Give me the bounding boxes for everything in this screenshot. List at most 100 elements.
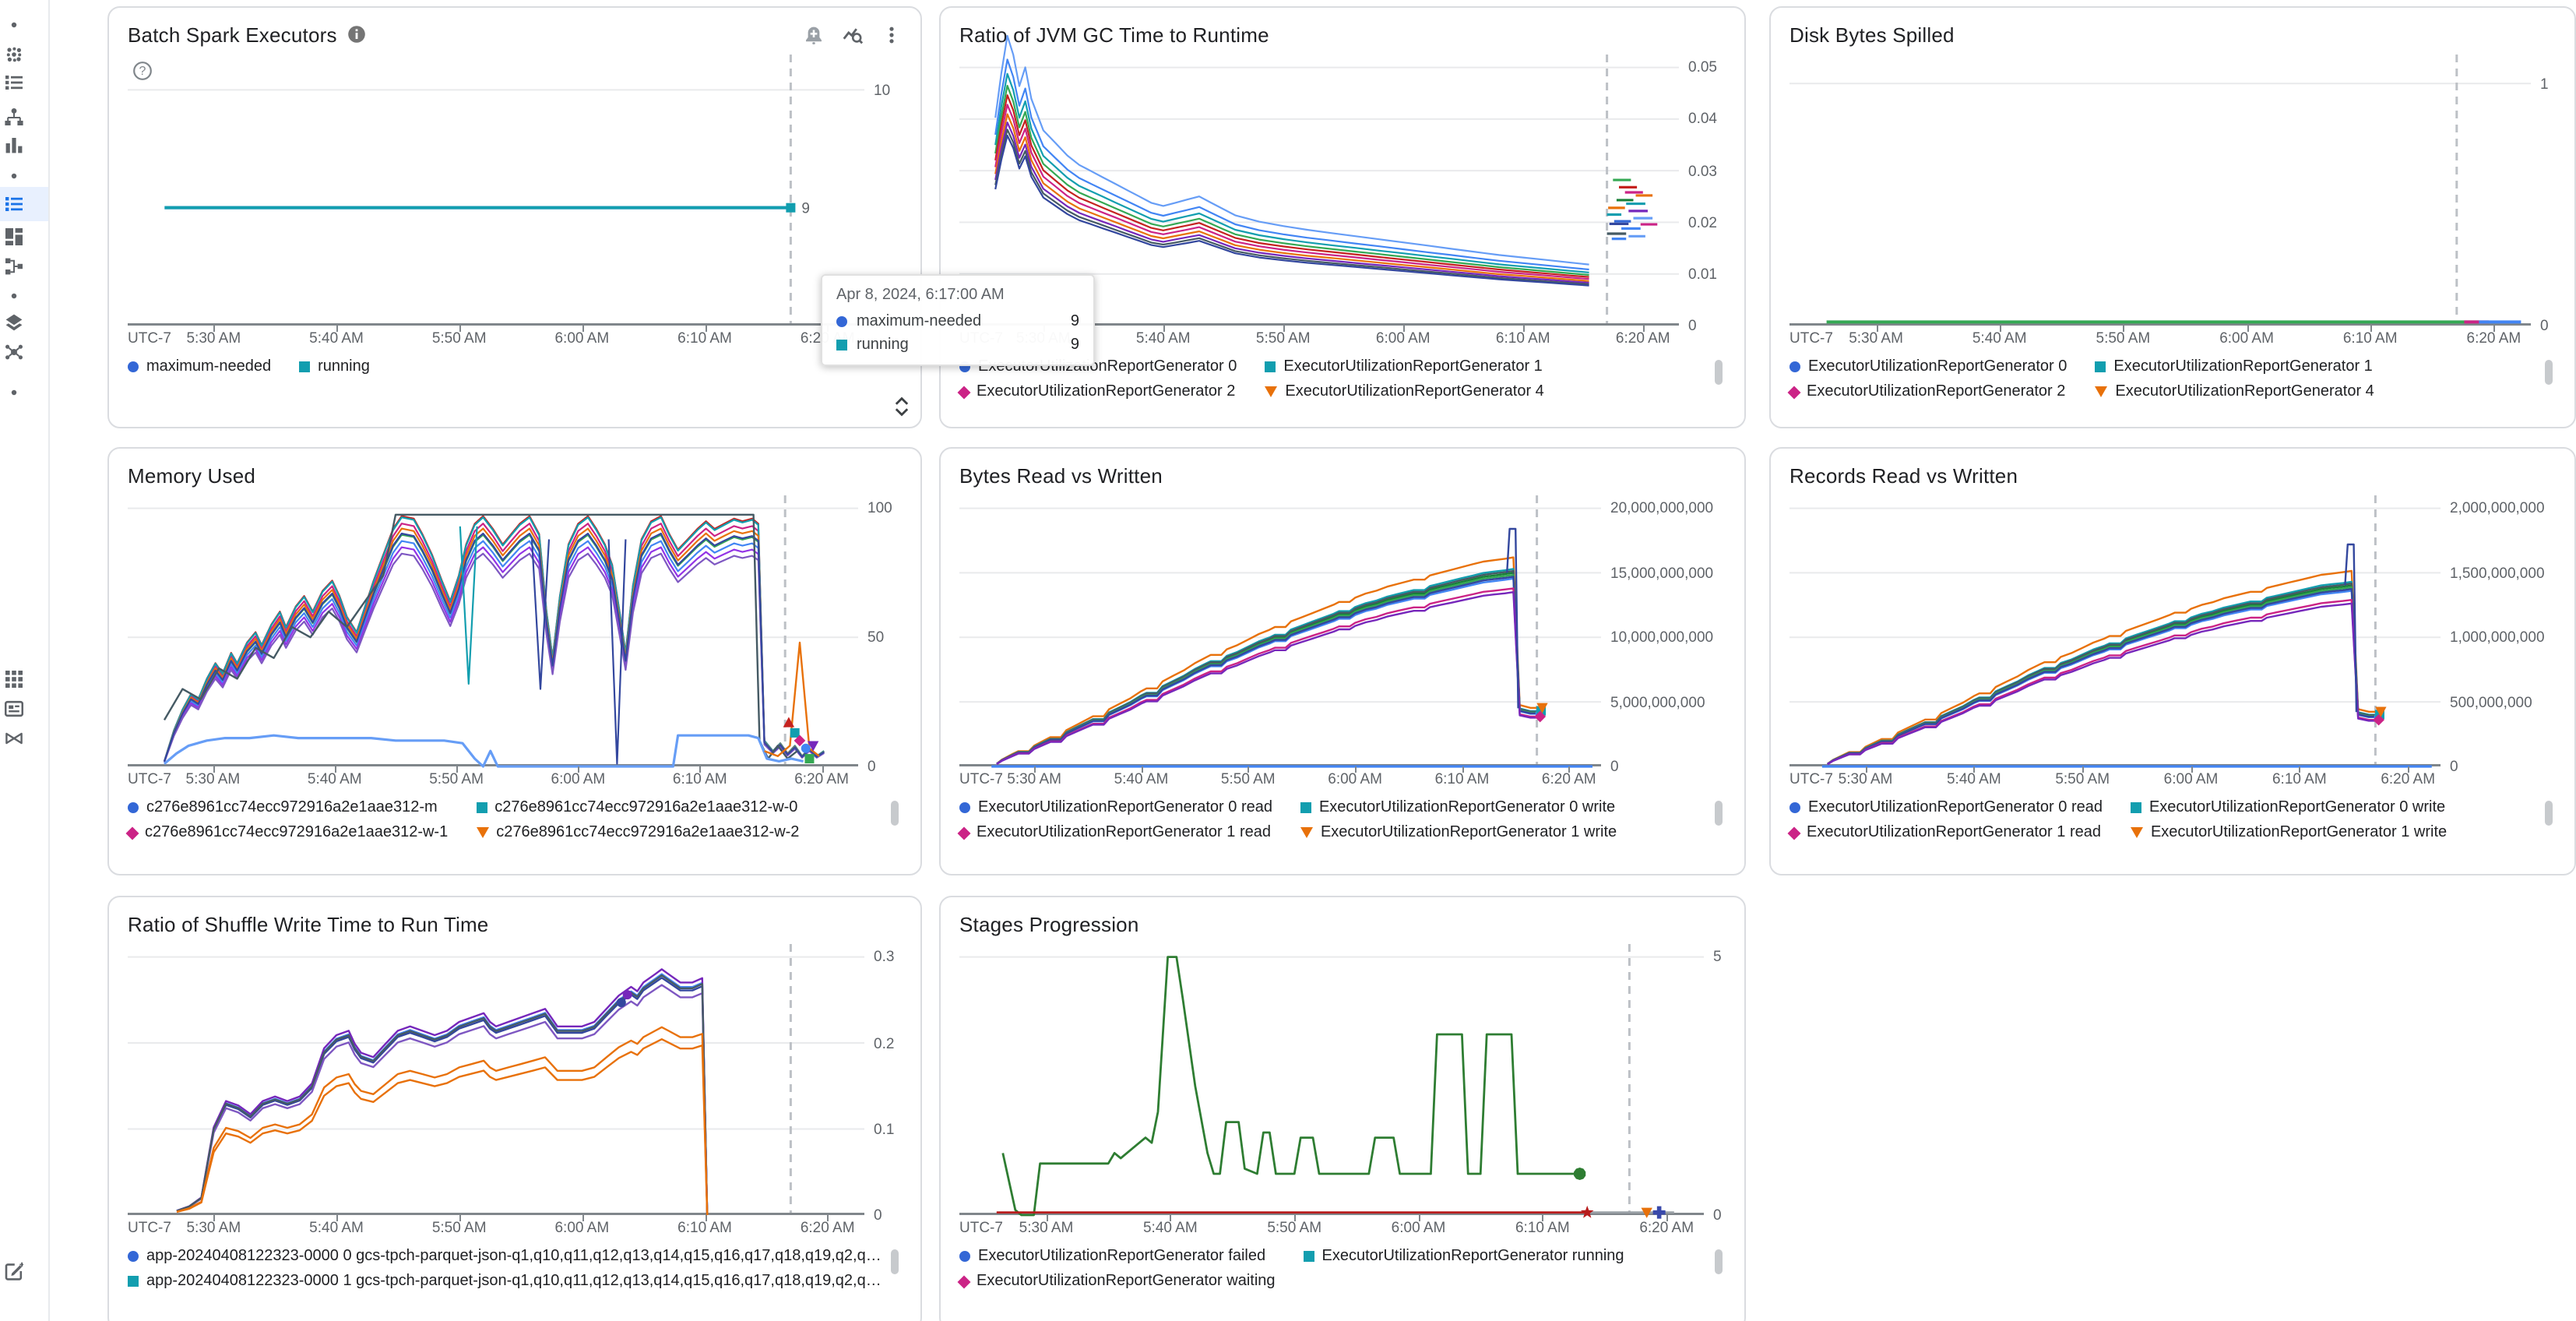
- x-tick-label: 6:10 AM: [1434, 771, 1490, 788]
- y-tick-label: 0.2: [874, 1035, 895, 1053]
- y-tick-label: 5: [1713, 949, 1722, 967]
- legend-item[interactable]: ExecutorUtilizationReportGenerator 1: [1265, 358, 1543, 375]
- x-tick: [1141, 766, 1143, 773]
- legend-square-marker: [476, 802, 487, 813]
- sidebar-item-dot[interactable]: [0, 279, 48, 313]
- expand-collapse-icon[interactable]: [892, 396, 911, 417]
- legend-item[interactable]: c276e8961cc74ecc972916a2e1aae312-w-2: [476, 824, 799, 841]
- panel-records-read-written: Records Read vs Written 2,000,000,000 1,5…: [1769, 447, 2576, 875]
- legend-scrollbar[interactable]: [2545, 360, 2553, 385]
- legend-item[interactable]: ExecutorUtilizationReportGenerator 0 wri…: [2130, 799, 2447, 816]
- tooltip-row: running 9: [836, 336, 1079, 354]
- legend-scrollbar[interactable]: [2545, 801, 2553, 826]
- x-tick: [2247, 326, 2249, 332]
- x-tick: [1865, 766, 1867, 773]
- legend-item[interactable]: ExecutorUtilizationReportGenerator waiti…: [957, 1273, 1276, 1290]
- x-tick-label: 6:20 AM: [2381, 771, 2436, 788]
- legend-item[interactable]: ExecutorUtilizationReportGenerator 2: [957, 383, 1237, 400]
- sidebar-item-grid[interactable]: [0, 662, 48, 696]
- legend-scrollbar[interactable]: [1715, 1249, 1723, 1274]
- add-alert-icon[interactable]: [804, 24, 824, 44]
- sidebar-item-dashboard[interactable]: [0, 220, 48, 254]
- legend-scrollbar[interactable]: [891, 1249, 899, 1274]
- x-tick-label: 5:40 AM: [1114, 771, 1169, 788]
- sidebar-item-card[interactable]: [0, 692, 48, 726]
- legend-item[interactable]: ExecutorUtilizationReportGenerator 0 rea…: [1789, 799, 2103, 816]
- x-tick: [582, 326, 584, 332]
- x-tick-label: 5:30 AM: [1849, 330, 1903, 347]
- sidebar-item-dot[interactable]: [0, 159, 48, 193]
- legend-label: ExecutorUtilizationReportGenerator 4: [2115, 383, 2374, 400]
- tooltip-series-value: 9: [1070, 313, 1079, 330]
- x-tick-label: 6:10 AM: [677, 330, 732, 347]
- sidebar-item-dot[interactable]: [0, 8, 48, 42]
- legend-label: c276e8961cc74ecc972916a2e1aae312-w-1: [145, 824, 449, 841]
- y-tick-label: 0.01: [1688, 266, 1717, 284]
- sidebar-item-tree[interactable]: [0, 100, 48, 134]
- chart-plot[interactable]: [959, 944, 1704, 1219]
- legend-scrollbar[interactable]: [1715, 801, 1723, 826]
- legend-item[interactable]: ExecutorUtilizationReportGenerator 1 wri…: [2130, 824, 2447, 841]
- legend-item[interactable]: maximum-needed: [128, 358, 271, 375]
- y-tick-label: 15,000,000,000: [1610, 565, 1714, 583]
- chart-legend: ExecutorUtilizationReportGenerator 0 rea…: [957, 799, 1726, 841]
- sidebar-item-bar-chart[interactable]: [0, 128, 48, 162]
- chart-plot[interactable]: [128, 495, 858, 768]
- legend-circle-marker: [959, 802, 970, 813]
- legend-item[interactable]: ExecutorUtilizationReportGenerator 0: [1789, 358, 2067, 375]
- legend-scrollbar[interactable]: [891, 801, 899, 826]
- legend-item[interactable]: ExecutorUtilizationReportGenerator 1 rea…: [1787, 824, 2103, 841]
- legend-item[interactable]: running: [299, 358, 370, 375]
- more-vert-icon[interactable]: [882, 24, 902, 44]
- sidebar-item-bookmark[interactable]: [0, 721, 48, 756]
- legend-item[interactable]: c276e8961cc74ecc972916a2e1aae312-w-1: [125, 824, 449, 841]
- info-icon[interactable]: [348, 25, 367, 44]
- x-axis-timezone: UTC-7: [128, 330, 171, 347]
- chart-plot[interactable]: 9: [128, 55, 864, 326]
- x-axis-timezone: UTC-7: [959, 1220, 1003, 1237]
- chart-plot[interactable]: [1789, 495, 2441, 768]
- legend-item[interactable]: ExecutorUtilizationReportGenerator 0 wri…: [1300, 799, 1617, 816]
- legend-item[interactable]: ExecutorUtilizationReportGenerator 2: [1787, 383, 2067, 400]
- sidebar-item-dot[interactable]: [0, 375, 48, 410]
- left-sidebar: [0, 0, 50, 1321]
- chart-plot[interactable]: [1789, 55, 2531, 326]
- svg-text:?: ?: [139, 65, 146, 78]
- sidebar-item-list[interactable]: [0, 187, 48, 221]
- sidebar-item-network[interactable]: [0, 335, 48, 369]
- chart-legend: c276e8961cc74ecc972916a2e1aae312-m c276e8…: [125, 799, 902, 841]
- legend-item[interactable]: app-20240408122323-0000 0 gcs-tpch-parqu…: [128, 1248, 882, 1265]
- legend-square-marker: [2130, 802, 2141, 813]
- legend-item[interactable]: app-20240408122323-0000 1 gcs-tpch-parqu…: [128, 1273, 882, 1290]
- legend-label: app-20240408122323-0000 0 gcs-tpch-parqu…: [146, 1248, 882, 1265]
- sidebar-item-list[interactable]: [0, 65, 48, 100]
- help-icon[interactable]: ?: [132, 61, 153, 81]
- x-tick-label: 6:00 AM: [1328, 771, 1382, 788]
- legend-item[interactable]: ExecutorUtilizationReportGenerator 4: [2095, 383, 2374, 400]
- sidebar-item-flow[interactable]: [0, 249, 48, 284]
- sidebar-item-compose[interactable]: [0, 1254, 48, 1288]
- x-tick-label: 6:10 AM: [1495, 330, 1550, 347]
- legend-item[interactable]: ExecutorUtilizationReportGenerator 1: [2095, 358, 2374, 375]
- legend-scrollbar[interactable]: [1715, 360, 1723, 385]
- x-axis-timezone: UTC-7: [1789, 330, 1833, 347]
- x-tick-label: 6:20 AM: [1639, 1220, 1694, 1237]
- chart-plot[interactable]: [959, 495, 1601, 768]
- legend-item[interactable]: ExecutorUtilizationReportGenerator 4: [1265, 383, 1544, 400]
- legend-item[interactable]: c276e8961cc74ecc972916a2e1aae312-w-0: [476, 799, 799, 816]
- legend-item[interactable]: ExecutorUtilizationReportGenerator runni…: [1303, 1248, 1624, 1265]
- chart-plot[interactable]: [959, 34, 1679, 326]
- tree-icon: [5, 108, 23, 125]
- legend-label: ExecutorUtilizationReportGenerator 2: [1807, 383, 2066, 400]
- sidebar-item-layers[interactable]: [0, 305, 48, 340]
- legend-item[interactable]: ExecutorUtilizationReportGenerator faile…: [959, 1248, 1276, 1265]
- chart-plot[interactable]: [128, 944, 864, 1216]
- legend-item[interactable]: ExecutorUtilizationReportGenerator 1 rea…: [957, 824, 1272, 841]
- panel-title: Memory Used: [128, 463, 256, 487]
- legend-item[interactable]: ExecutorUtilizationReportGenerator 1 wri…: [1300, 824, 1617, 841]
- sidebar-item-dots-cluster[interactable]: [0, 37, 48, 72]
- explore-data-icon[interactable]: [843, 24, 863, 44]
- legend-item[interactable]: ExecutorUtilizationReportGenerator 0 rea…: [959, 799, 1272, 816]
- x-axis-timezone: UTC-7: [1789, 771, 1833, 788]
- legend-item[interactable]: c276e8961cc74ecc972916a2e1aae312-m: [128, 799, 448, 816]
